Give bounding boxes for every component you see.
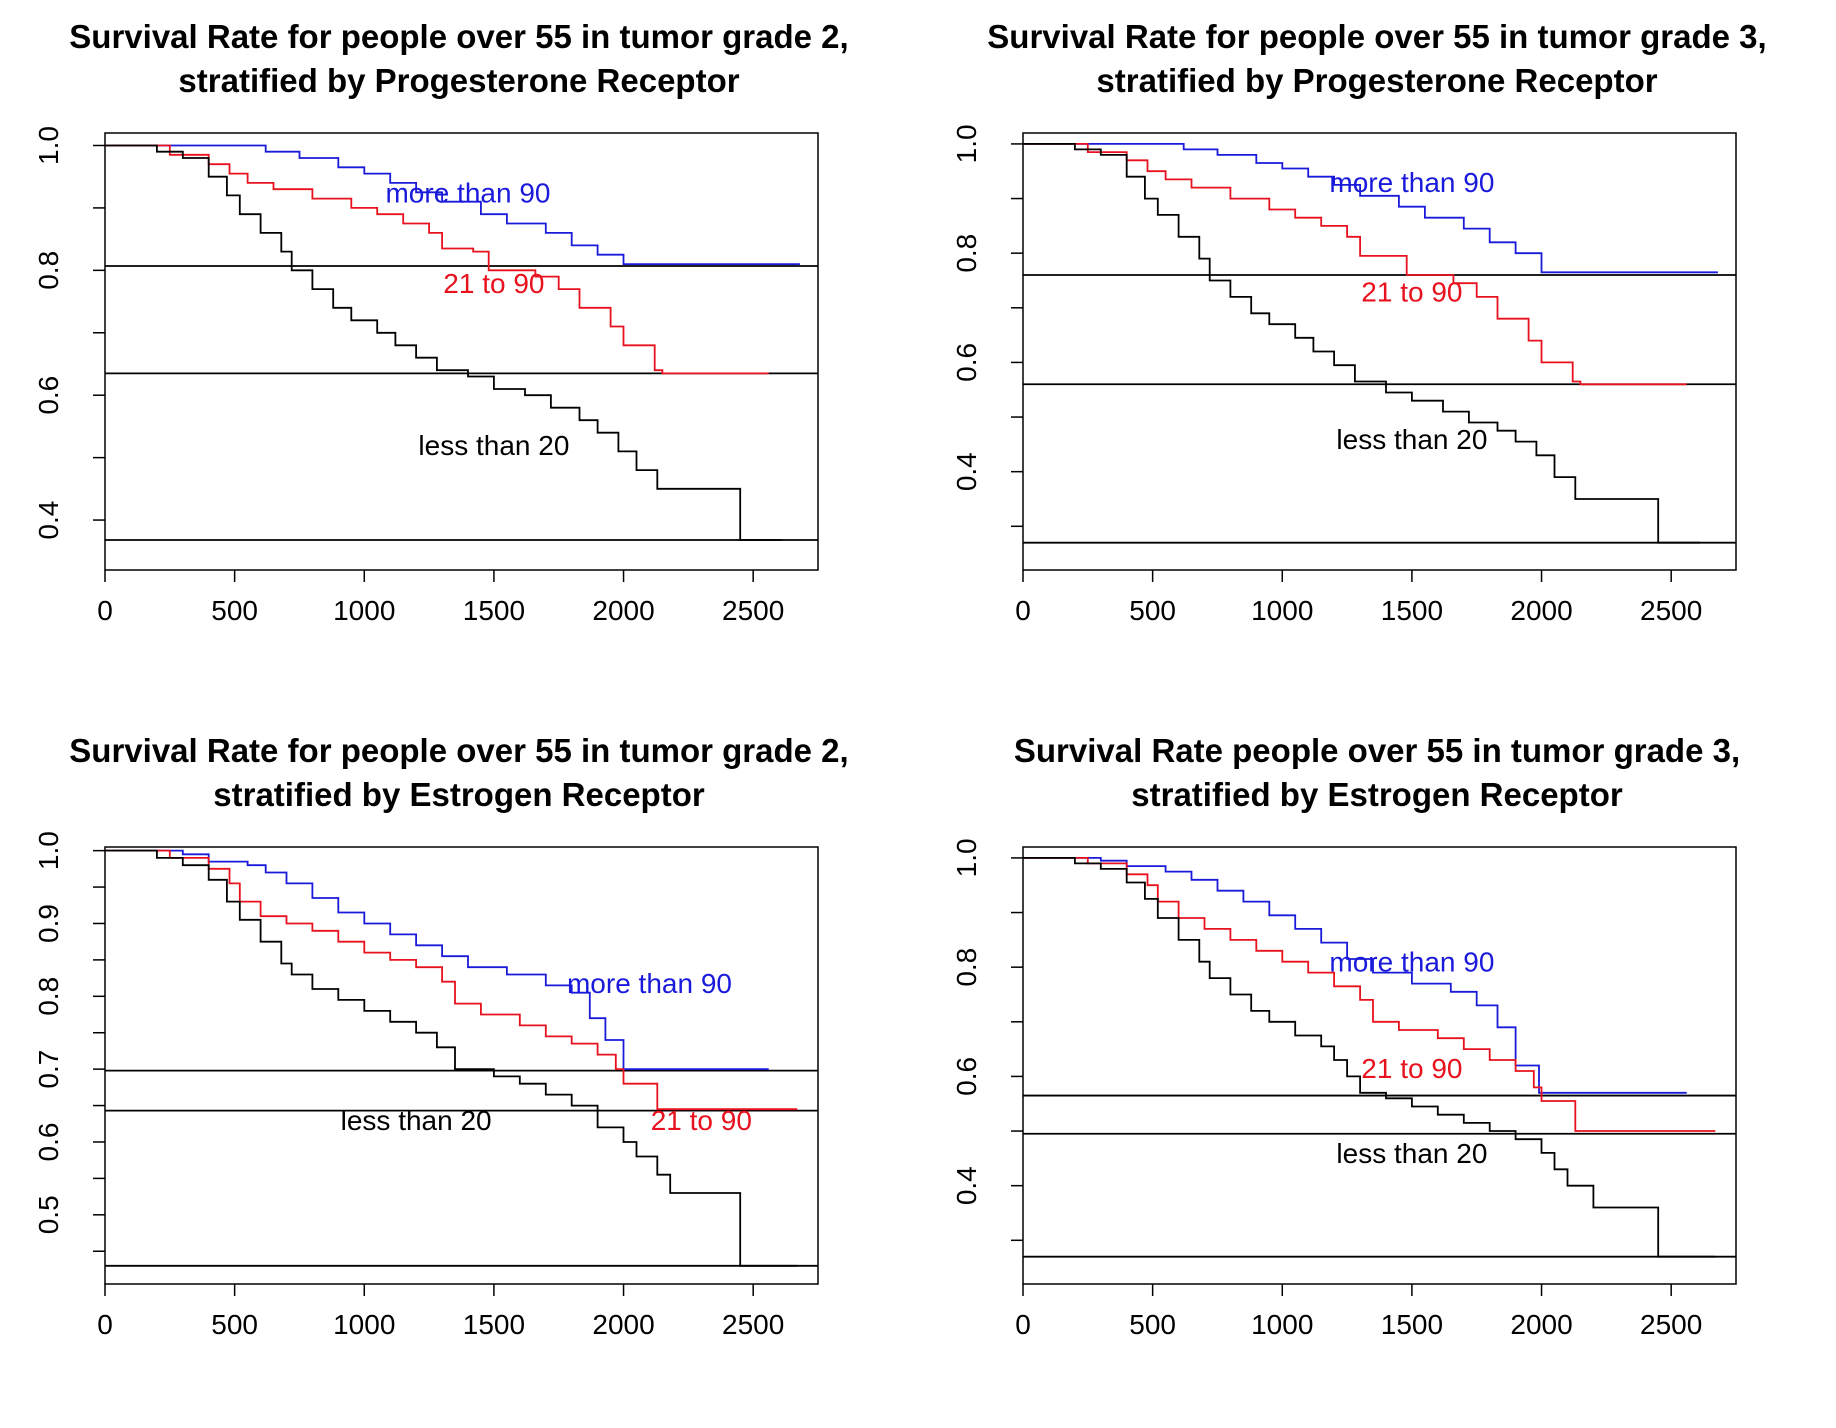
x-tick-label-2500: 2500 (722, 1309, 784, 1340)
series-label-1: more than 90 (1329, 167, 1494, 198)
survival-curve-1 (1023, 143, 1718, 274)
survival-curve-2 (1023, 143, 1687, 386)
series-label-1: more than 90 (1329, 947, 1494, 978)
chart-title-line-1: Survival Rate for people over 55 in tumo… (69, 732, 848, 769)
x-tick-label-500: 500 (211, 595, 258, 626)
panel-3: Survival Rate for people over 55 in tumo… (0, 714, 918, 1428)
x-tick-label-500: 500 (1129, 595, 1176, 626)
x-tick-label-2500: 2500 (1640, 1309, 1702, 1340)
x-tick-label-1000: 1000 (333, 1309, 395, 1340)
y-tick-label-5: 1.0 (33, 831, 64, 870)
survival-curve-1 (1023, 857, 1687, 1094)
plot-frame (1022, 132, 1737, 571)
x-tick-label-2000: 2000 (1510, 595, 1572, 626)
series-label-1: more than 90 (567, 968, 732, 999)
x-tick-label-1000: 1000 (333, 595, 395, 626)
plot-frame (104, 132, 819, 571)
x-tick-label-2000: 2000 (592, 1309, 654, 1340)
survival-curve-2 (105, 144, 769, 375)
x-tick-label-0: 0 (1015, 595, 1031, 626)
series-label-2: 21 to 90 (1361, 276, 1462, 307)
x-tick-label-2000: 2000 (592, 595, 654, 626)
x-tick-label-1000: 1000 (1251, 595, 1313, 626)
y-tick-label-0: 0.4 (33, 501, 64, 540)
series-label-3: less than 20 (1336, 1138, 1487, 1169)
plot-2: Survival Rate for people over 55 in tumo… (951, 18, 1767, 626)
chart-title-line-1: Survival Rate people over 55 in tumor gr… (1014, 732, 1740, 769)
plot-1: Survival Rate for people over 55 in tumo… (33, 18, 849, 626)
y-tick-label-0: 0.5 (33, 1195, 64, 1234)
y-tick-label-0: 0.4 (951, 452, 982, 491)
x-tick-label-2500: 2500 (722, 595, 784, 626)
y-tick-label-2: 0.8 (33, 251, 64, 290)
y-tick-label-1: 0.6 (33, 376, 64, 415)
x-tick-label-1500: 1500 (463, 1309, 525, 1340)
chart-title-line-2: stratified by Progesterone Receptor (178, 62, 739, 99)
y-tick-label-1: 0.6 (951, 343, 982, 382)
survival-curve-3 (1023, 143, 1700, 544)
survival-curve-1 (105, 144, 800, 265)
series-label-2: 21 to 90 (651, 1105, 752, 1136)
x-tick-label-1500: 1500 (1381, 1309, 1443, 1340)
series-label-2: 21 to 90 (1361, 1053, 1462, 1084)
x-tick-label-0: 0 (97, 1309, 113, 1340)
series-label-3: less than 20 (341, 1105, 492, 1136)
panel-4: Survival Rate people over 55 in tumor gr… (918, 714, 1836, 1428)
survival-curve-1 (105, 849, 769, 1070)
chart-title-line-2: stratified by Progesterone Receptor (1096, 62, 1657, 99)
x-tick-label-1000: 1000 (1251, 1309, 1313, 1340)
y-tick-label-3: 0.8 (33, 977, 64, 1016)
x-tick-label-0: 0 (97, 595, 113, 626)
y-tick-label-3: 1.0 (33, 126, 64, 165)
y-tick-label-2: 0.8 (951, 234, 982, 273)
plot-frame (104, 846, 819, 1285)
series-label-3: less than 20 (418, 430, 569, 461)
chart-title-line-2: stratified by Estrogen Receptor (1131, 776, 1623, 813)
x-tick-label-1500: 1500 (1381, 595, 1443, 626)
y-tick-label-1: 0.6 (33, 1123, 64, 1162)
x-tick-label-2000: 2000 (1510, 1309, 1572, 1340)
survival-curve-2 (105, 849, 798, 1111)
panel-1: Survival Rate for people over 55 in tumo… (0, 0, 918, 714)
plot-4: Survival Rate people over 55 in tumor gr… (951, 732, 1740, 1340)
y-tick-label-3: 1.0 (951, 124, 982, 163)
chart-title-line-1: Survival Rate for people over 55 in tumo… (987, 18, 1766, 55)
plot-3: Survival Rate for people over 55 in tumo… (33, 732, 849, 1340)
series-label-2: 21 to 90 (443, 268, 544, 299)
x-tick-label-500: 500 (1129, 1309, 1176, 1340)
chart-title-line-1: Survival Rate for people over 55 in tumo… (69, 18, 848, 55)
y-tick-label-1: 0.6 (951, 1057, 982, 1096)
y-tick-label-4: 0.9 (33, 904, 64, 943)
chart-title-line-2: stratified by Estrogen Receptor (213, 776, 705, 813)
y-tick-label-3: 1.0 (951, 838, 982, 877)
y-tick-label-0: 0.4 (951, 1166, 982, 1205)
plot-frame (1022, 846, 1737, 1285)
survival-curve-3 (105, 144, 782, 541)
survival-curve-3 (105, 849, 798, 1267)
series-label-3: less than 20 (1336, 424, 1487, 455)
survival-curve-3 (1023, 857, 1716, 1258)
x-tick-label-2500: 2500 (1640, 595, 1702, 626)
survival-curve-2 (1023, 857, 1716, 1132)
series-label-1: more than 90 (385, 177, 550, 208)
y-tick-label-2: 0.8 (951, 948, 982, 987)
x-tick-label-1500: 1500 (463, 595, 525, 626)
panel-2: Survival Rate for people over 55 in tumo… (918, 0, 1836, 714)
y-tick-label-2: 0.7 (33, 1050, 64, 1089)
x-tick-label-0: 0 (1015, 1309, 1031, 1340)
x-tick-label-500: 500 (211, 1309, 258, 1340)
